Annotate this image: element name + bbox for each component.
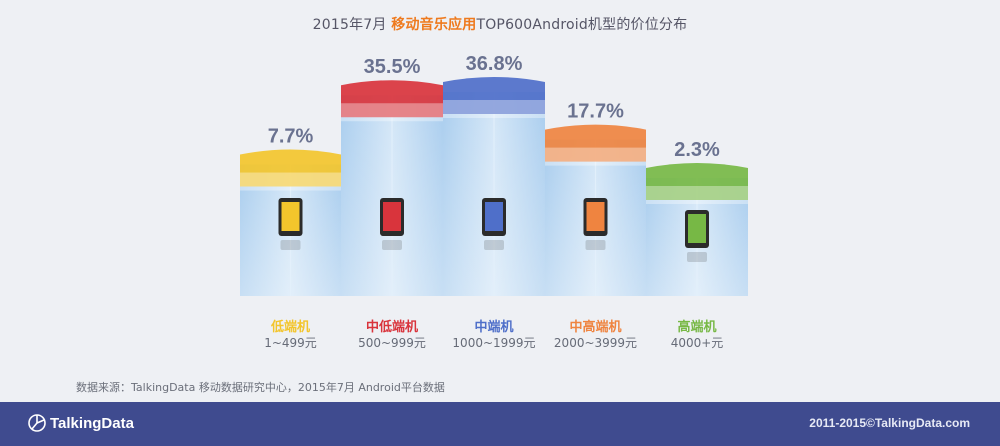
category-label: 高端机 [677, 319, 716, 335]
phone-reflection [382, 240, 402, 250]
chart-title: 2015年7月 移动音乐应用TOP600Android机型的价位分布 [0, 14, 1000, 34]
title-prefix: 2015年7月 [312, 17, 392, 33]
value-label: 17.7% [567, 101, 624, 123]
phone-reflection [687, 252, 707, 262]
bar-cap [443, 77, 545, 114]
bar-cap [545, 124, 646, 162]
talkingdata-logo: TalkingData [28, 414, 134, 432]
logo-mark-icon [28, 414, 46, 432]
phone-reflection [484, 240, 504, 250]
value-label: 7.7% [268, 126, 314, 148]
bar-cap [341, 80, 443, 118]
price-range-label: 4000+元 [671, 336, 724, 350]
red-phone-icon [380, 198, 404, 250]
value-label: 2.3% [674, 139, 720, 161]
bar-cap-gloss [646, 186, 748, 204]
phone-screen [586, 202, 605, 231]
category-label: 低端机 [270, 319, 310, 335]
title-suffix: TOP600Android机型的价位分布 [476, 17, 688, 33]
category-label: 中高端机 [569, 319, 621, 335]
category-label: 中低端机 [366, 319, 418, 335]
title-highlight: 移动音乐应用 [391, 17, 477, 33]
footer-bar: TalkingData 2011-2015©TalkingData.com [0, 402, 1000, 446]
phone-screen [485, 202, 503, 231]
black-phone-icon [583, 198, 608, 250]
phone-reflection [280, 240, 301, 250]
gold-phone-icon [685, 210, 709, 262]
price-range-label: 1~499元 [264, 336, 317, 350]
bar-cap [646, 163, 748, 200]
bar-cap-gloss [443, 100, 545, 118]
phone-reflection [585, 240, 606, 250]
bar-cap-gloss [545, 147, 646, 166]
value-label: 36.8% [466, 53, 523, 75]
copyright-text: 2011-2015©TalkingData.com [809, 416, 970, 430]
value-label: 35.5% [364, 56, 421, 78]
phone-screen [281, 202, 300, 231]
data-source-note: 数据来源：TalkingData 移动数据研究中心，2015年7月 Androi… [76, 381, 445, 394]
bar-cap-gloss [341, 103, 443, 122]
bar-cap-gloss [240, 172, 341, 191]
logo-text: TalkingData [50, 414, 134, 432]
phone-screen [383, 202, 401, 231]
phone-screen [688, 214, 706, 243]
category-label: 中端机 [474, 319, 513, 335]
bar-cap [240, 149, 341, 187]
two-phones-icon [278, 198, 303, 250]
blue-phone-icon [482, 198, 506, 250]
price-range-label: 2000~3999元 [554, 336, 637, 350]
price-range-label: 500~999元 [358, 336, 426, 350]
price-range-label: 1000~1999元 [452, 336, 535, 350]
